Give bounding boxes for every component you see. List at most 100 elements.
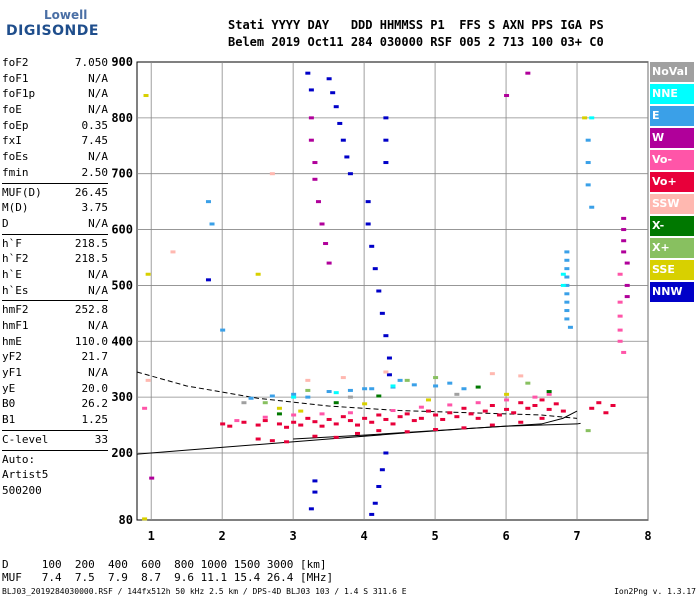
param-value: 2.50: [81, 165, 109, 179]
echo-point-e: [411, 383, 417, 387]
legend-item-nne: NNE: [650, 84, 694, 104]
echo-point-sse: [145, 272, 151, 276]
param-key: hmF1: [2, 319, 29, 332]
echo-point-vo: [284, 425, 290, 429]
echo-point-e: [461, 387, 467, 391]
echo-point-nnw: [312, 479, 318, 483]
echo-point-vo: [596, 401, 602, 405]
echo-point-vo: [227, 424, 233, 428]
echo-point-vo: [291, 420, 297, 424]
echo-point-x: [333, 401, 339, 405]
clevel-row: C-level 33: [2, 433, 108, 449]
y-tick-label: 600: [111, 223, 133, 237]
param-row-hme: hmE 110.0: [2, 335, 108, 351]
param-row-yf1: yF1 N/A: [2, 366, 108, 382]
echo-point-vo: [355, 423, 361, 427]
echo-point-vo: [461, 406, 467, 410]
echo-point-nne: [560, 283, 566, 287]
echo-point-w: [525, 71, 531, 75]
echo-point-vo: [404, 412, 410, 416]
param-value: 7.45: [81, 134, 109, 148]
echo-point-vo: [539, 398, 545, 402]
echo-point-e: [564, 300, 570, 304]
param-key: D: [2, 216, 9, 230]
echo-point-vo: [532, 395, 538, 399]
echo-point-nne: [589, 116, 595, 120]
echo-point-sse: [142, 517, 148, 521]
echo-point-x: [433, 376, 439, 380]
param-value: 26.2: [81, 397, 109, 411]
echo-point-e: [564, 250, 570, 254]
x-tick-label: 8: [644, 529, 651, 543]
y-tick-label: 300: [111, 390, 133, 404]
echo-point-x: [276, 412, 282, 416]
echo-point-vo: [489, 423, 495, 427]
echo-point-e: [564, 292, 570, 296]
echo-point-vo: [518, 401, 524, 405]
echo-point-vo: [269, 439, 275, 443]
param-key: foF1p: [2, 87, 36, 101]
clevel-key: C-level: [2, 432, 49, 446]
echo-point-vo: [482, 409, 488, 413]
echo-point-vo: [362, 416, 368, 420]
echo-point-w: [308, 116, 314, 120]
echo-point-vo: [312, 420, 318, 424]
param-key: hmE: [2, 334, 22, 348]
param-key: h`Es: [2, 283, 29, 297]
echo-point-vo: [525, 406, 531, 410]
echo-point-x: [305, 388, 311, 392]
plot-frame: [136, 61, 649, 521]
echo-point-x: [525, 381, 531, 385]
echo-point-e: [220, 328, 226, 332]
echo-point-nnw: [386, 373, 392, 377]
param-value: N/A: [88, 103, 108, 117]
echo-point-nnw: [308, 88, 314, 92]
echo-point-vo: [511, 411, 517, 415]
echo-point-w: [312, 177, 318, 181]
echo-point-x: [546, 390, 552, 394]
x-tick-label: 6: [502, 529, 509, 543]
echo-point-vo: [404, 430, 410, 434]
param-row-d: D N/A: [2, 217, 108, 233]
echo-point-nnw: [365, 200, 371, 204]
echo-point-nnw: [369, 244, 375, 248]
param-value: N/A: [88, 87, 108, 101]
echo-point-w: [319, 222, 325, 226]
legend-item-noval: NoVal: [650, 62, 694, 82]
echo-point-vo: [603, 411, 609, 415]
echo-point-vo: [433, 413, 439, 417]
echo-point-vo: [433, 428, 439, 432]
echo-point-w: [323, 242, 329, 246]
echo-point-nnw: [305, 71, 311, 75]
echo-point-vo: [518, 420, 524, 424]
echo-point-nne: [390, 384, 396, 388]
param-value: 1.25: [81, 413, 109, 427]
param-key: foF1: [2, 71, 29, 85]
echo-point-vo: [418, 416, 424, 420]
echo-point-nnw: [326, 77, 332, 81]
param-divider: [2, 449, 108, 451]
echo-point-vo: [369, 420, 375, 424]
echo-point-w: [621, 228, 627, 232]
logo-line2: DIGISONDE: [6, 23, 99, 39]
param-divider: [2, 233, 108, 235]
echo-point-vo: [546, 392, 552, 396]
legend-item-sse: SSE: [650, 260, 694, 280]
param-row-hmf1: hmF1 N/A: [2, 319, 108, 335]
echo-point-x: [585, 429, 591, 433]
echo-point-e: [585, 161, 591, 165]
param-row-hf: h`F 218.5: [2, 237, 108, 253]
param-row-hes: h`Es N/A: [2, 284, 108, 300]
echo-point-nnw: [312, 490, 318, 494]
auto-line: Artist5: [2, 468, 49, 482]
profile-line: [293, 422, 581, 440]
echo-point-nnw: [383, 451, 389, 455]
param-row-mufd: MUF(D) 26.45: [2, 186, 108, 202]
param-value: 218.5: [74, 236, 108, 250]
echo-point-vo: [461, 426, 467, 430]
param-value: 218.5: [74, 252, 108, 266]
param-value: 21.7: [81, 350, 109, 364]
y-tick-label: 500: [111, 278, 133, 292]
y-tick-label: 200: [111, 446, 133, 460]
